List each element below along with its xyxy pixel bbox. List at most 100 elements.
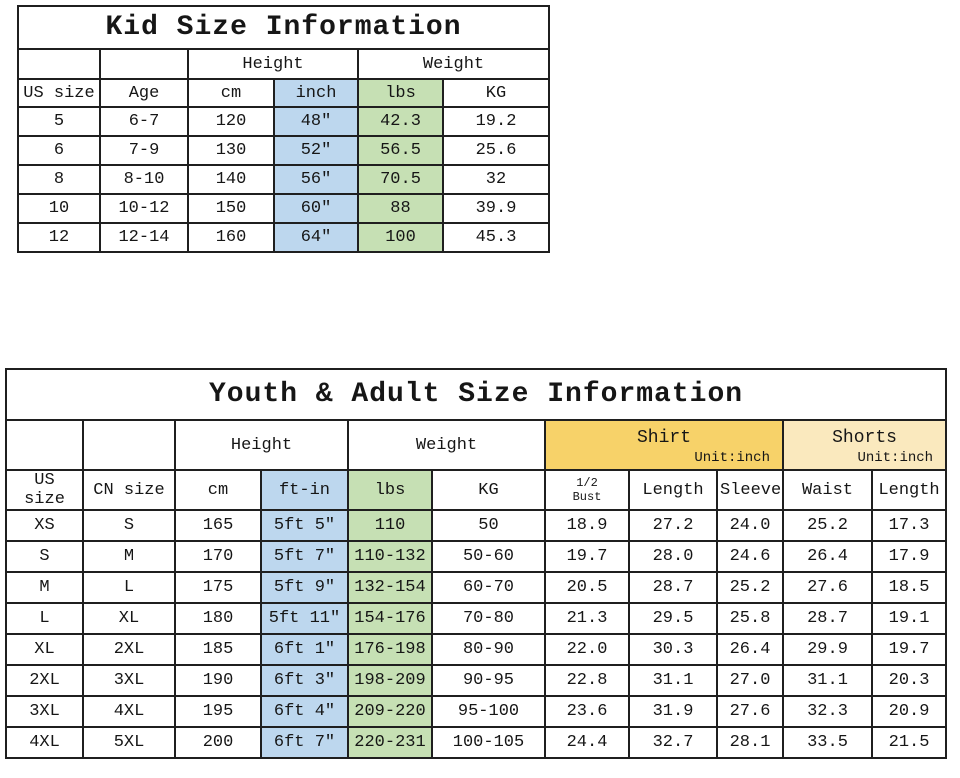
kid-title-row: Kid Size Information <box>17 5 550 50</box>
table-cell: 130 <box>187 135 275 166</box>
table-cell: 24.4 <box>544 726 630 759</box>
table-row: 10 10-12 150 60″ 88 39.9 <box>17 193 550 224</box>
table-cell: 25.6 <box>442 135 550 166</box>
col-header-cm: cm <box>187 78 275 108</box>
shirt-group-label: Shirt <box>636 428 691 449</box>
table-row: 4XL 5XL 200 6ft 7″ 220-231 100-105 24.4 32.7 28.… <box>5 726 948 759</box>
table-cell: 3XL <box>5 695 84 728</box>
table-cell: 48″ <box>273 106 359 137</box>
col-header-age: Age <box>99 78 189 108</box>
table-cell: 170 <box>174 540 262 573</box>
table-cell: 200 <box>174 726 262 759</box>
col-header-cm: cm <box>174 469 262 511</box>
table-row: S M 170 5ft 7″ 110-132 50-60 19.7 28.0 24.6 26.4 1… <box>5 540 948 573</box>
table-cell: 10-12 <box>99 193 189 224</box>
table-cell: 22.8 <box>544 664 630 697</box>
table-cell: 90-95 <box>431 664 546 697</box>
col-header-half-bust: 1/2 Bust <box>544 469 630 511</box>
table-cell: 20.3 <box>870 664 948 697</box>
table-cell: 3XL <box>82 664 176 697</box>
table-cell: 209-220 <box>347 695 433 728</box>
table-cell: 17.3 <box>870 509 948 542</box>
table-cell: 110 <box>347 509 433 542</box>
table-cell: 27.2 <box>628 509 718 542</box>
table-cell: 50 <box>431 509 546 542</box>
table-cell: 150 <box>187 193 275 224</box>
col-header-waist: Waist <box>782 469 873 511</box>
table-cell: 32.7 <box>628 726 718 759</box>
table-cell: 27.6 <box>716 695 784 728</box>
table-cell: 18.5 <box>870 571 948 604</box>
col-header-ft-in: ft-in <box>260 469 349 511</box>
table-row: L XL 180 5ft 11″ 154-176 70-80 21.3 29.5 25.8 28.… <box>5 602 948 635</box>
table-cell: L <box>5 602 84 635</box>
empty-cell <box>82 419 176 471</box>
table-cell: 27.6 <box>782 571 873 604</box>
table-cell: 25.2 <box>716 571 784 604</box>
empty-cell <box>17 48 101 80</box>
col-header-us-size: US size <box>17 78 101 108</box>
table-cell: 132-154 <box>347 571 433 604</box>
shorts-unit-label: Unit:inch <box>857 450 934 467</box>
table-cell: 12-14 <box>99 222 189 253</box>
table-cell: 60-70 <box>431 571 546 604</box>
table-cell: 88 <box>357 193 444 224</box>
table-cell: 31.1 <box>782 664 873 697</box>
table-cell: 175 <box>174 571 262 604</box>
table-cell: 21.3 <box>544 602 630 635</box>
shorts-group-label: Shorts <box>832 428 897 449</box>
table-cell: 19.7 <box>870 633 948 666</box>
table-cell: 24.6 <box>716 540 784 573</box>
table-cell: 45.3 <box>442 222 550 253</box>
table-cell: 140 <box>187 164 275 195</box>
col-header-lbs: lbs <box>347 469 433 511</box>
col-header-us-size: US size <box>5 469 84 511</box>
table-cell: 32.3 <box>782 695 873 728</box>
table-cell: 19.1 <box>870 602 948 635</box>
table-cell: 165 <box>174 509 262 542</box>
table-cell: 21.5 <box>870 726 948 759</box>
col-header-shirt-length: Length <box>628 469 718 511</box>
table-cell: 2XL <box>82 633 176 666</box>
table-cell: 100 <box>357 222 444 253</box>
table-cell: 95-100 <box>431 695 546 728</box>
table-cell: 195 <box>174 695 262 728</box>
adult-table-body: XS S 165 5ft 5″ 110 50 18.9 27.2 24.0 25.2 17.3 S M 1… <box>5 509 948 759</box>
table-cell: 185 <box>174 633 262 666</box>
table-cell: 5XL <box>82 726 176 759</box>
adult-size-table: Youth & Adult Size Information Height We… <box>4 368 948 759</box>
table-cell: 5ft 7″ <box>260 540 349 573</box>
table-cell: 5ft 9″ <box>260 571 349 604</box>
empty-cell <box>99 48 189 80</box>
kid-height-group-header: Height <box>187 48 359 80</box>
table-cell: 39.9 <box>442 193 550 224</box>
table-cell: S <box>5 540 84 573</box>
table-cell: 52″ <box>273 135 359 166</box>
adult-table-title: Youth & Adult Size Information <box>4 368 948 421</box>
table-cell: 6-7 <box>99 106 189 137</box>
col-header-shorts-length: Length <box>870 469 948 511</box>
table-cell: 4XL <box>82 695 176 728</box>
table-cell: 50-60 <box>431 540 546 573</box>
table-cell: 32 <box>442 164 550 195</box>
table-cell: 26.4 <box>782 540 873 573</box>
table-row: XL 2XL 185 6ft 1″ 176-198 80-90 22.0 30.3 26.4 29… <box>5 633 948 666</box>
kid-size-table: Kid Size Information Height Weight US si… <box>17 5 550 253</box>
table-cell: 26.4 <box>716 633 784 666</box>
table-cell: 28.1 <box>716 726 784 759</box>
table-cell: 100-105 <box>431 726 546 759</box>
table-row: 6 7-9 130 52″ 56.5 25.6 <box>17 135 550 166</box>
table-cell: 56.5 <box>357 135 444 166</box>
col-header-kg: KG <box>442 78 550 108</box>
table-cell: 160 <box>187 222 275 253</box>
table-cell: 176-198 <box>347 633 433 666</box>
table-cell: 33.5 <box>782 726 873 759</box>
col-header-sleeve: Sleeve <box>716 469 784 511</box>
kid-weight-group-header: Weight <box>357 48 550 80</box>
table-cell: 7-9 <box>99 135 189 166</box>
table-cell: 29.9 <box>782 633 873 666</box>
col-header-kg: KG <box>431 469 546 511</box>
table-cell: 28.7 <box>782 602 873 635</box>
table-cell: 6ft 3″ <box>260 664 349 697</box>
table-cell: 31.1 <box>628 664 718 697</box>
